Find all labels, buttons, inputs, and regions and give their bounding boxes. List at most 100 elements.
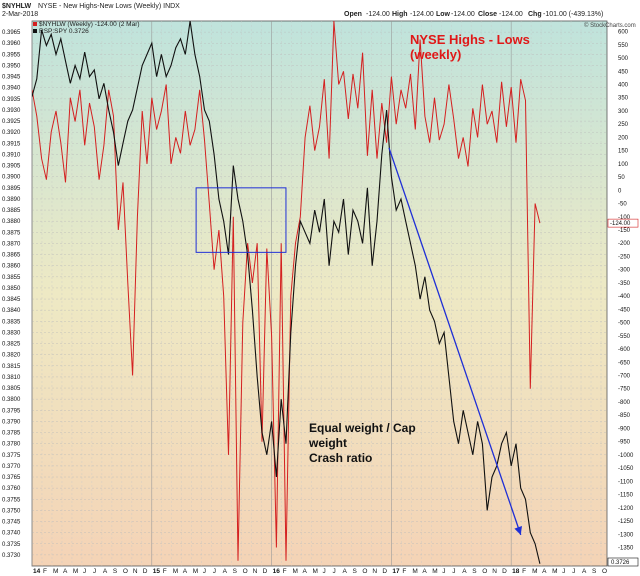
right-tick-label: -1150 [618,493,634,499]
left-tick-label: 0.3855 [2,275,21,281]
right-tick-label: -250 [618,254,631,260]
x-tick-label: M [293,568,298,575]
right-tick-label: -900 [618,426,631,432]
x-tick-label: F [522,568,526,575]
x-tick-label: A [183,568,188,575]
left-tick-label: 0.3935 [2,97,21,103]
legend-series1: $NYHLW (Weekly) -124.00 (2 Mar) [39,21,140,28]
x-tick-label: D [263,568,268,575]
right-tick-label: -1250 [618,519,634,525]
x-tick-label: O [362,568,367,575]
right-tick-label: 250 [618,122,629,128]
left-tick-label: 0.3810 [2,375,21,381]
right-tick-label: 200 [618,135,629,141]
last-value-tag-hl: -124.00 [607,218,639,228]
left-tick-label: 0.3755 [2,497,21,503]
legend-swatch-ratio [33,29,37,33]
left-tick-label: 0.3960 [2,41,21,47]
left-tick-label: 0.3895 [2,186,21,192]
x-tick-label: 16 [273,568,281,575]
right-tick-label: 600 [618,30,629,36]
left-tick-label: 0.3880 [2,219,21,225]
right-tick-label: -400 [618,294,631,300]
right-tick-label: 500 [618,56,629,62]
right-tick-label: 150 [618,149,629,155]
close-label: Close [478,11,497,18]
x-tick-label: M [193,568,198,575]
right-tick-label: -700 [618,374,631,380]
left-tick-label: 0.3965 [2,30,21,36]
right-tick-label: -1200 [618,506,634,512]
x-tick-label: J [322,568,325,575]
right-tick-label: 350 [618,96,629,102]
open-label: Open [344,11,362,18]
right-tick-label: 300 [618,109,629,115]
right-axis: 600550500450400350300250200150100500-50-… [618,30,634,565]
low-label: Low [436,11,451,18]
last-value-ratio: 0.3726 [611,560,630,566]
x-tick-label: A [223,568,228,575]
x-tick-label: J [93,568,96,575]
x-tick-label: O [482,568,487,575]
x-tick-label: A [303,568,308,575]
right-tick-label: 50 [618,175,625,181]
left-tick-label: 0.3765 [2,475,21,481]
left-tick-label: 0.3840 [2,308,21,314]
right-tick-label: -1350 [618,545,634,551]
low-value: -124.00 [451,11,475,18]
x-tick-label: J [562,568,565,575]
left-tick-label: 0.3835 [2,319,21,325]
left-tick-label: 0.3955 [2,52,21,58]
left-tick-label: 0.3850 [2,286,21,292]
left-tick-label: 0.3890 [2,197,21,203]
left-tick-label: 0.3910 [2,152,21,158]
high-value: -124.00 [410,11,434,18]
series-highs-lows-line [32,21,541,561]
left-tick-label: 0.3805 [2,386,21,392]
x-tick-label: A [422,568,427,575]
trend-arrowhead [514,526,522,535]
x-tick-label: J [572,568,575,575]
left-tick-label: 0.3925 [2,119,21,125]
left-tick-label: 0.3740 [2,531,21,537]
x-tick-label: F [283,568,287,575]
right-tick-label: -950 [618,440,631,446]
right-tick-label: -1000 [618,453,634,459]
right-tick-label: 450 [618,69,629,75]
right-tick-label: -1050 [618,466,634,472]
left-tick-label: 0.3865 [2,253,21,259]
right-tick-label: -350 [618,281,631,287]
x-tick-label: N [133,568,138,575]
left-tick-label: 0.3775 [2,453,21,459]
header-name: NYSE - New Highs-New Lows (Weekly) INDX [38,3,180,10]
right-tick-label: -100 [618,215,631,221]
open-value: -124.00 [366,11,390,18]
right-tick-label: -450 [618,307,631,313]
x-tick-label: M [313,568,318,575]
x-tick-label: 18 [512,568,520,575]
left-tick-label: 0.3770 [2,464,21,470]
left-tick-label: 0.3820 [2,353,21,359]
annotation-ratio-line3: Crash ratio [309,451,372,465]
close-value: -124.00 [499,11,523,18]
annotation-ratio-line1: Equal weight / Cap [309,421,416,435]
left-tick-label: 0.3730 [2,553,21,559]
left-tick-label: 0.3760 [2,486,21,492]
series-rsp-spy-line [32,21,541,564]
left-tick-label: 0.3800 [2,397,21,403]
left-tick-label: 0.3875 [2,230,21,236]
left-tick-label: 0.3870 [2,241,21,247]
right-tick-label: -50 [618,202,627,208]
right-tick-label: -600 [618,347,631,353]
annotation-title-line2: (weekly) [410,47,461,62]
x-tick-label: D [502,568,507,575]
x-tick-label: J [452,568,455,575]
right-tick-label: -750 [618,387,631,393]
last-value-tag-ratio: 0.3726 [607,557,639,567]
left-tick-label: 0.3900 [2,175,21,181]
left-tick-label: 0.3815 [2,364,21,370]
x-tick-label: N [492,568,497,575]
right-tick-label: -300 [618,268,631,274]
x-tick-label: S [472,568,477,575]
left-tick-label: 0.3945 [2,75,21,81]
